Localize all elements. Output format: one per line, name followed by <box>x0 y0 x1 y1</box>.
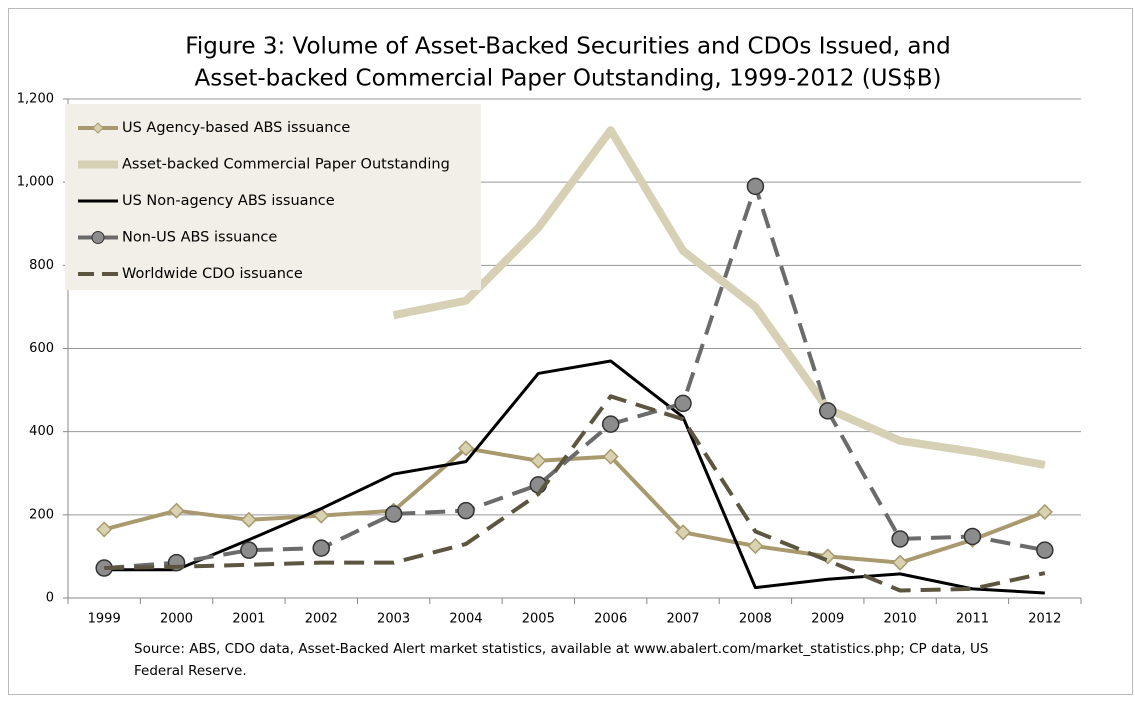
point-marker <box>819 402 837 420</box>
point-marker <box>892 554 909 571</box>
point-marker <box>602 448 619 465</box>
legend-label: US Non-agency ABS issuance <box>122 193 335 209</box>
point-marker <box>457 440 475 457</box>
point-marker <box>674 524 692 541</box>
y-tick-label: 200 <box>29 507 54 522</box>
x-tick-label: 2008 <box>739 612 772 627</box>
point-marker <box>240 511 257 528</box>
legend-label: Asset-backed Commercial Paper Outstandin… <box>122 157 450 173</box>
x-tick-label: 2001 <box>232 612 265 627</box>
point-marker <box>168 502 185 519</box>
x-tick-label: 2004 <box>449 612 482 627</box>
point-marker <box>313 507 330 524</box>
point-marker <box>891 530 909 548</box>
point-marker <box>240 541 258 559</box>
x-tick-label: 1999 <box>88 612 121 627</box>
point-marker <box>747 537 764 555</box>
series-line <box>104 394 1046 593</box>
y-tick-label: 1,200 <box>17 92 54 107</box>
x-tick-label: 2002 <box>305 612 338 627</box>
x-tick-label: 2006 <box>594 612 627 627</box>
source-note: Federal Reserve. <box>134 663 247 679</box>
legend-label: Non-US ABS issuance <box>122 230 277 246</box>
legend-marker <box>91 231 105 244</box>
series-line <box>103 446 1046 565</box>
y-tick-label: 0 <box>46 591 54 606</box>
point-marker <box>746 177 765 196</box>
legend-marker <box>92 122 104 134</box>
y-tick-label: 800 <box>29 258 54 273</box>
source-note: Source: ABS, CDO data, Asset-Backed Aler… <box>134 641 988 657</box>
x-tick-label: 2011 <box>956 612 989 627</box>
chart-title: Asset-backed Commercial Paper Outstandin… <box>194 66 941 92</box>
point-marker <box>1036 503 1053 520</box>
x-tick-label: 2012 <box>1028 612 1061 627</box>
x-tick-label: 2007 <box>666 612 699 627</box>
legend-label: Worldwide CDO issuance <box>122 266 303 282</box>
series-line <box>104 359 1045 595</box>
y-tick-label: 1,000 <box>17 175 54 190</box>
point-marker <box>963 527 982 546</box>
series-line <box>104 184 1046 571</box>
x-tick-label: 2010 <box>884 612 917 627</box>
point-marker <box>384 505 403 523</box>
point-marker <box>601 415 620 433</box>
point-marker <box>312 539 330 557</box>
legend: US Agency-based ABS issuance Asset-backed… <box>65 104 481 290</box>
point-marker <box>1036 541 1054 559</box>
x-tick-label: 2005 <box>522 612 555 627</box>
y-tick-label: 400 <box>29 424 54 439</box>
x-tick-label: 2009 <box>811 612 844 627</box>
point-marker <box>457 501 475 520</box>
x-tick-label: 2000 <box>160 612 193 627</box>
series-line <box>392 126 1046 469</box>
x-tick-label: 2003 <box>377 612 410 627</box>
point-marker <box>674 394 692 413</box>
point-marker <box>530 452 547 469</box>
point-marker <box>96 521 113 538</box>
chart-title: Figure 3: Volume of Asset-Backed Securit… <box>185 34 950 60</box>
y-tick-label: 600 <box>29 341 54 356</box>
point-marker <box>819 548 836 565</box>
legend-box <box>65 104 481 290</box>
legend-label: US Agency-based ABS issuance <box>122 120 350 136</box>
